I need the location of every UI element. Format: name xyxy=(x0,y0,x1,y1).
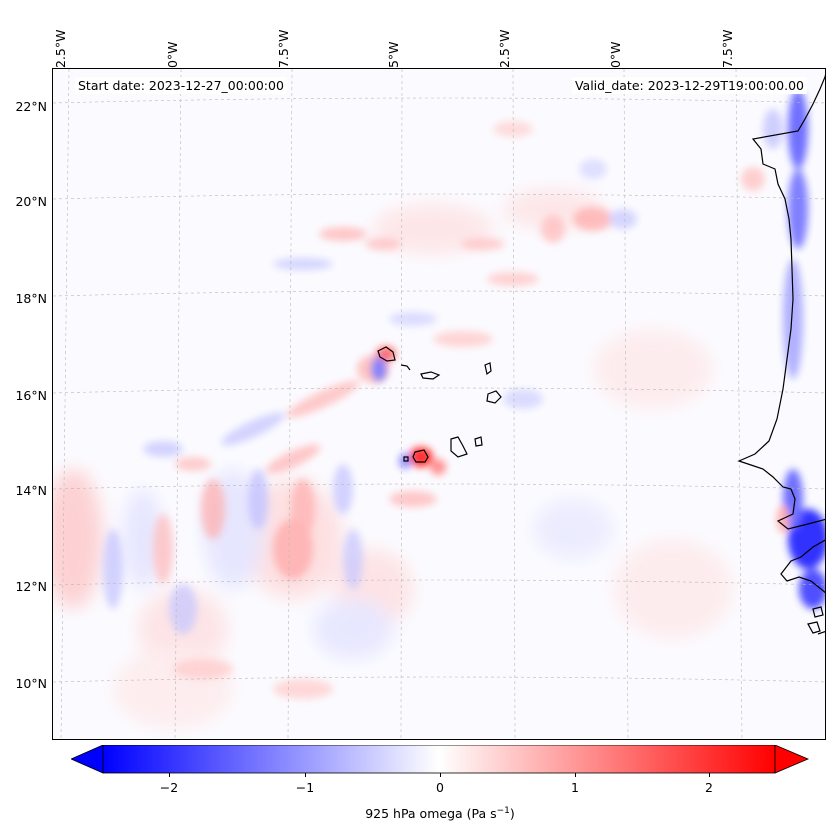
colorbar-tick-label: −1 xyxy=(295,780,315,795)
map-gridlines xyxy=(53,69,825,739)
colorbar-tick-label: 2 xyxy=(705,780,713,795)
colorbar-tick-mark xyxy=(440,773,441,777)
colorbar-label-close: ) xyxy=(509,806,515,822)
valid-date-label: Valid_date: 2023-12-29T19:00:00.00 xyxy=(571,77,807,94)
brava-island xyxy=(403,456,409,462)
lat-label: 10°N xyxy=(15,676,47,691)
sal-island xyxy=(484,362,492,376)
lat-label: 18°N xyxy=(15,291,47,306)
colorbar-tick-mark xyxy=(709,773,710,777)
west-africa-coastline xyxy=(737,74,825,530)
colorbar-tick-mark xyxy=(169,773,170,777)
colorbar-tick-label: −2 xyxy=(159,780,179,795)
lat-label: 16°N xyxy=(15,388,47,403)
colorbar-tick-mark xyxy=(305,773,306,777)
lat-label: 12°N xyxy=(15,579,47,594)
colorbar-tick-label: 0 xyxy=(436,780,444,795)
maio-island xyxy=(474,436,483,447)
boa-vista-island xyxy=(486,390,502,404)
omega-wave-features xyxy=(103,109,783,699)
sao-nicolau-island xyxy=(420,371,441,380)
colorbar-label-text: 925 hPa omega (Pa s xyxy=(365,806,497,822)
lat-label: 20°N xyxy=(15,194,47,209)
colorbar xyxy=(71,745,810,774)
santo-antao-island xyxy=(377,346,396,362)
coastlines xyxy=(377,74,825,635)
lat-label: 14°N xyxy=(15,483,47,498)
colorbar-tick-mark xyxy=(575,773,576,777)
colorbar-extend-high xyxy=(774,745,810,774)
sao-vicente-island xyxy=(400,364,411,371)
fogo-island xyxy=(412,449,429,463)
lat-label: 22°N xyxy=(15,99,47,114)
bijagos-coast xyxy=(780,539,825,594)
map-panel: Start date: 2023-12-27_00:00:00 Valid_da… xyxy=(52,68,826,740)
colorbar-gradient xyxy=(102,745,776,774)
guinea-islands xyxy=(807,606,825,635)
santiago-island xyxy=(450,436,468,458)
omega-strong-features xyxy=(372,89,825,609)
colorbar-label-exponent: −1 xyxy=(496,806,510,816)
start-date-label: Start date: 2023-12-27_00:00:00 xyxy=(75,77,287,94)
colorbar-extend-low xyxy=(71,745,104,774)
colorbar-label: 925 hPa omega (Pa s−1) xyxy=(0,806,837,821)
colorbar-tick-label: 1 xyxy=(571,780,579,795)
omega-field-map xyxy=(53,69,825,739)
